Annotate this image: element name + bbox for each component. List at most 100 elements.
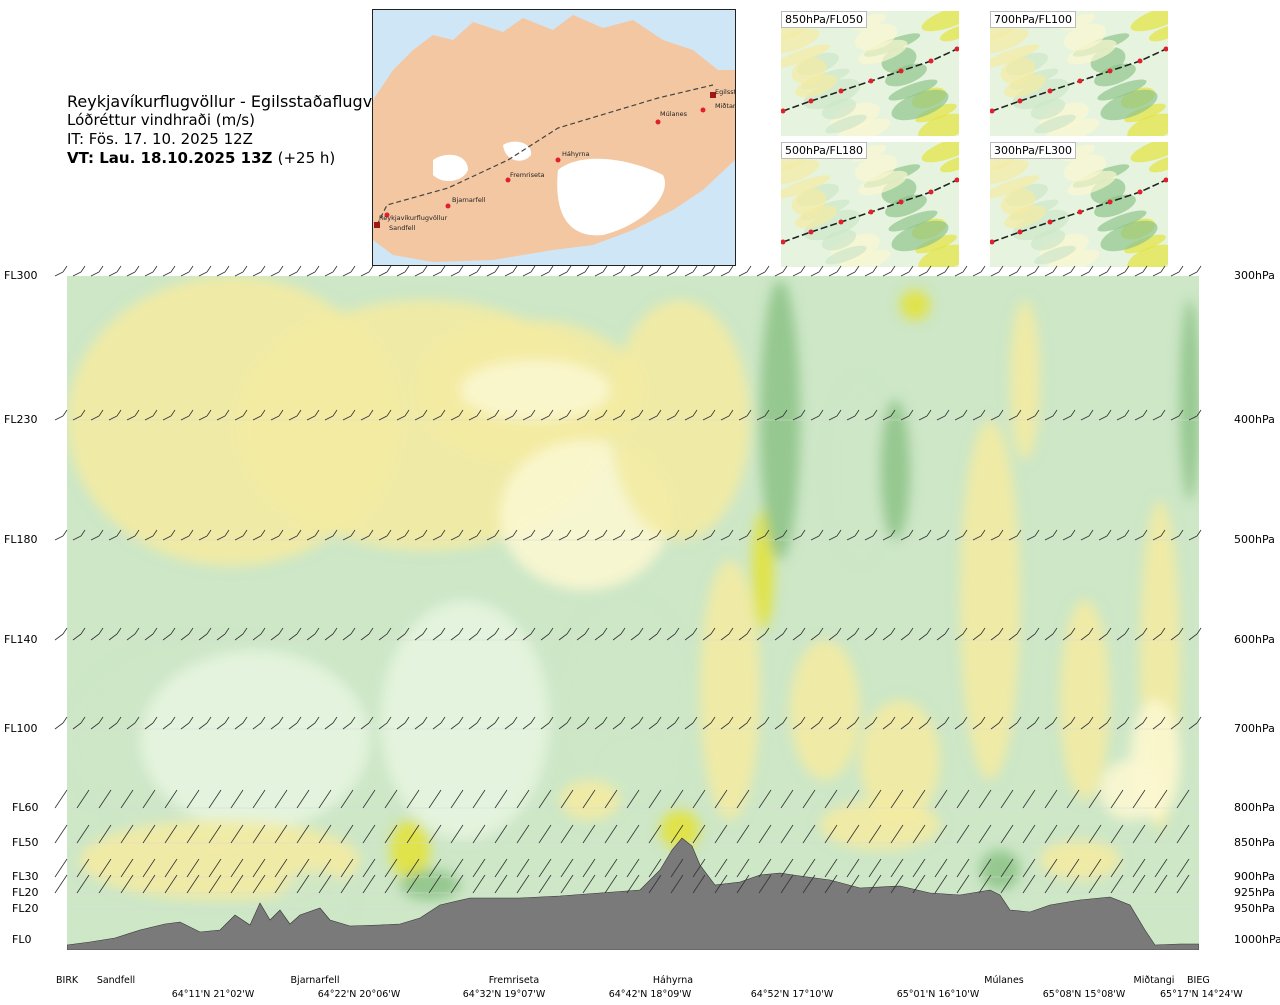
panel-field-blob <box>781 28 820 54</box>
barb-feather <box>1162 789 1168 797</box>
wind-barb <box>274 874 288 894</box>
panel-waypoint <box>1107 199 1113 205</box>
panel-300hpa: 300hPa/FL300 <box>990 142 1168 267</box>
chart-title-block: Reykjavíkurflugvöllur - Egilsstaðaflugvö… <box>67 92 408 168</box>
wind-barb <box>1098 409 1112 421</box>
barb-shaft <box>252 535 262 541</box>
barb-shaft <box>626 880 636 894</box>
barb-shaft <box>72 633 82 641</box>
barb-feather <box>998 716 1004 724</box>
barb-feather <box>620 409 626 417</box>
wind-barb <box>468 529 482 541</box>
panel-field-blob <box>1004 205 1046 229</box>
wind-barb <box>720 627 734 641</box>
wind-barb <box>756 409 770 421</box>
barb-shaft <box>864 722 874 730</box>
barb-feather <box>238 824 244 832</box>
barb-shaft <box>120 830 130 844</box>
barb-shaft <box>670 880 680 894</box>
barb-feather <box>242 265 248 273</box>
barb-feather <box>908 265 914 273</box>
barb-shaft <box>720 633 730 641</box>
barb-shaft <box>1170 722 1180 730</box>
barb-feather <box>638 716 644 724</box>
barb-shaft <box>594 722 604 730</box>
barb-feather <box>854 409 860 417</box>
wind-barb <box>1044 265 1058 277</box>
wind-barb <box>230 789 244 809</box>
barb-feather <box>1124 409 1130 417</box>
wind-barb <box>918 265 932 277</box>
barb-shaft <box>702 535 712 541</box>
barb-shaft <box>736 795 746 809</box>
waypoint-label: Fremriseta <box>488 975 540 986</box>
barb-shaft <box>486 633 496 641</box>
wind-barb <box>758 789 772 809</box>
barb-shaft <box>978 864 988 878</box>
barb-feather <box>84 789 90 797</box>
panel-field-blob <box>888 79 938 101</box>
wind-barb <box>774 409 788 421</box>
barb-feather <box>440 409 446 417</box>
wind-barb <box>270 265 284 277</box>
wind-barb <box>828 409 842 421</box>
waypoint-label: Miðtangi <box>1133 975 1175 986</box>
barb-shaft <box>504 722 514 730</box>
barb-feather <box>782 265 788 273</box>
barb-feather <box>1118 824 1124 832</box>
barb-feather <box>304 874 310 882</box>
wind-barb <box>234 409 248 421</box>
velocity-blob <box>600 740 680 800</box>
panel-field-blob <box>990 159 1029 185</box>
wind-barb <box>516 858 530 878</box>
barb-shaft <box>720 415 730 421</box>
wind-barb <box>342 627 356 641</box>
wind-barb <box>164 824 178 844</box>
barb-shaft <box>406 880 416 894</box>
barb-shaft <box>98 830 108 844</box>
wind-barb <box>846 789 860 809</box>
barb-shaft <box>648 864 658 878</box>
barb-feather <box>242 627 248 635</box>
panel-field-blob <box>1127 113 1168 136</box>
wind-barb <box>306 529 320 541</box>
wind-barb <box>144 409 158 421</box>
barb-feather <box>1184 789 1190 797</box>
wind-barb <box>612 716 626 730</box>
wind-barb <box>494 874 508 894</box>
wind-barb <box>1188 716 1202 730</box>
wind-barb <box>318 824 332 844</box>
wind-barb <box>378 265 392 277</box>
wind-barb <box>362 874 376 894</box>
barb-shaft <box>406 830 416 844</box>
barb-feather <box>106 824 112 832</box>
barb-feather <box>1178 529 1184 537</box>
barb-shaft <box>954 535 964 541</box>
wind-barb <box>1098 265 1112 277</box>
barb-shaft <box>1098 633 1108 641</box>
wind-barb <box>378 409 392 421</box>
barb-feather <box>602 265 608 273</box>
barb-shaft <box>978 830 988 844</box>
wind-barb <box>1132 874 1146 894</box>
hpa-label: 900hPa <box>1234 870 1275 883</box>
barb-shaft <box>1188 271 1198 277</box>
barb-shaft <box>1022 864 1032 878</box>
barb-shaft <box>208 830 218 844</box>
wind-barb <box>288 716 302 730</box>
lead-time: (+25 h) <box>277 149 336 167</box>
wind-barb <box>324 265 338 277</box>
barb-feather <box>656 529 662 537</box>
barb-feather <box>854 265 860 273</box>
velocity-blob <box>700 560 760 820</box>
barb-feather <box>436 824 442 832</box>
wind-barb <box>1080 409 1094 421</box>
barb-feather <box>206 409 212 417</box>
wind-barb <box>76 858 90 878</box>
wind-barb <box>252 858 266 878</box>
barb-feather <box>206 627 212 635</box>
barb-shaft <box>180 415 190 421</box>
wind-barb <box>846 874 860 894</box>
wind-barb <box>164 858 178 878</box>
barb-shaft <box>736 864 746 878</box>
